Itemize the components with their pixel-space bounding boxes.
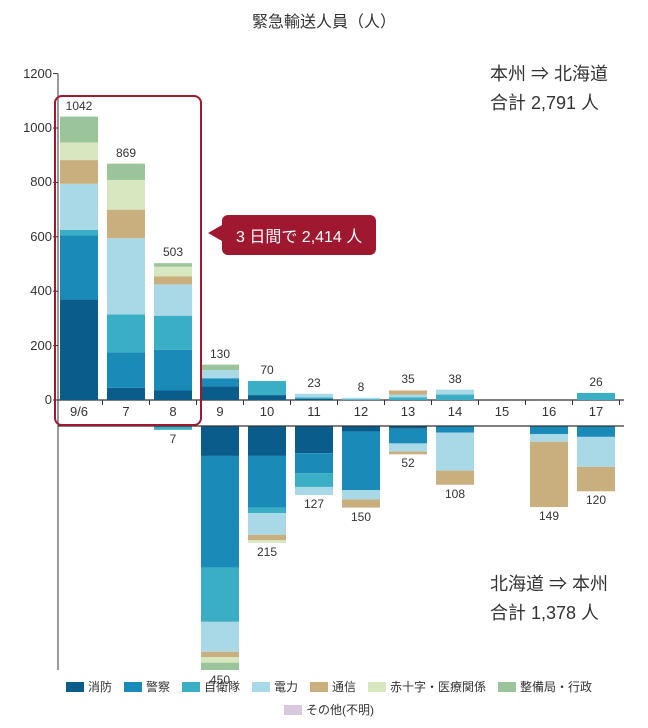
legend-label: 赤十字・医療関係 bbox=[390, 678, 486, 695]
annotation-top-line2: 合計 2,791 人 bbox=[490, 89, 608, 118]
legend-item: 消防 bbox=[66, 678, 112, 695]
legend-item: その他(不明) bbox=[284, 701, 374, 718]
legend-swatch bbox=[310, 682, 328, 692]
x-tick-label: 13 bbox=[401, 404, 415, 419]
y-tick-label: 600 bbox=[30, 229, 52, 244]
legend-label: 警察 bbox=[146, 678, 170, 695]
bar-total-bottom: 52 bbox=[401, 456, 414, 470]
legend-item: 整備局・行政 bbox=[498, 678, 592, 695]
legend-swatch bbox=[66, 682, 84, 692]
legend-label: 整備局・行政 bbox=[520, 678, 592, 695]
bar-total-bottom: 149 bbox=[539, 509, 559, 523]
annotation-bottom-line1: 北海道 ⇒ 本州 bbox=[490, 570, 608, 599]
x-tick-label: 7 bbox=[122, 404, 129, 419]
x-tick-label: 11 bbox=[307, 404, 321, 419]
x-tick-label: 9 bbox=[216, 404, 223, 419]
annotation-top-line1: 本州 ⇒ 北海道 bbox=[490, 60, 608, 89]
x-tick-label: 8 bbox=[169, 404, 176, 419]
bar-total-top: 503 bbox=[163, 245, 183, 259]
bar-total-top: 70 bbox=[260, 363, 273, 377]
x-tick-label: 10 bbox=[260, 404, 274, 419]
x-tick-label: 17 bbox=[589, 404, 603, 419]
bar-total-top: 8 bbox=[358, 380, 365, 394]
legend-item: 電力 bbox=[252, 678, 298, 695]
y-tick-label: 1000 bbox=[23, 120, 52, 135]
y-tick-label: 200 bbox=[30, 338, 52, 353]
annotation-top: 本州 ⇒ 北海道 合計 2,791 人 bbox=[490, 60, 608, 118]
callout-box: 3 日間で 2,414 人 bbox=[222, 215, 376, 255]
annotation-bottom: 北海道 ⇒ 本州 合計 1,378 人 bbox=[490, 570, 608, 628]
legend-item: 警察 bbox=[124, 678, 170, 695]
annotation-bottom-line2: 合計 1,378 人 bbox=[490, 599, 608, 628]
legend-swatch bbox=[498, 682, 516, 692]
y-tick-label: 1200 bbox=[23, 66, 52, 81]
legend-label: 電力 bbox=[274, 678, 298, 695]
bar-total-top: 1042 bbox=[66, 99, 93, 113]
legend-swatch bbox=[252, 682, 270, 692]
legend-label: 消防 bbox=[88, 678, 112, 695]
bar-total-top: 869 bbox=[116, 146, 136, 160]
bar-total-top: 26 bbox=[589, 375, 602, 389]
bar-total-bottom: 215 bbox=[257, 545, 277, 559]
bar-total-top: 38 bbox=[448, 372, 461, 386]
chart-title: 緊急輸送人員（人） bbox=[252, 8, 396, 32]
bar-total-bottom: 120 bbox=[586, 493, 606, 507]
legend-label: 通信 bbox=[332, 678, 356, 695]
legend-swatch bbox=[124, 682, 142, 692]
x-tick-label: 9/6 bbox=[70, 404, 88, 419]
bar-total-top: 35 bbox=[401, 372, 414, 386]
legend-swatch bbox=[368, 682, 386, 692]
y-tick-label: 800 bbox=[30, 174, 52, 189]
bar-total-bottom: 108 bbox=[445, 487, 465, 501]
x-tick-label: 16 bbox=[542, 404, 556, 419]
legend-item: 赤十字・医療関係 bbox=[368, 678, 486, 695]
legend: 消防警察自衛隊電力通信赤十字・医療関係整備局・行政その他(不明) bbox=[30, 678, 628, 718]
bar-total-bottom: 7 bbox=[170, 432, 177, 446]
x-tick-label: 14 bbox=[448, 404, 462, 419]
x-tick-label: 15 bbox=[495, 404, 509, 419]
bar-total-bottom: 127 bbox=[304, 497, 324, 511]
legend-swatch bbox=[284, 705, 302, 715]
x-tick-label: 12 bbox=[354, 404, 368, 419]
callout-line bbox=[208, 225, 222, 241]
callout-text: 3 日間で 2,414 人 bbox=[236, 229, 362, 246]
legend-label: その他(不明) bbox=[306, 701, 374, 718]
bar-total-bottom: 150 bbox=[351, 510, 371, 524]
legend-item: 通信 bbox=[310, 678, 356, 695]
bar-total-top: 23 bbox=[307, 376, 320, 390]
bar-total-bottom: 450 bbox=[210, 673, 230, 687]
bar-total-top: 130 bbox=[210, 347, 230, 361]
y-tick-label: 0 bbox=[45, 392, 52, 407]
y-tick-label: 400 bbox=[30, 283, 52, 298]
legend-swatch bbox=[182, 682, 200, 692]
